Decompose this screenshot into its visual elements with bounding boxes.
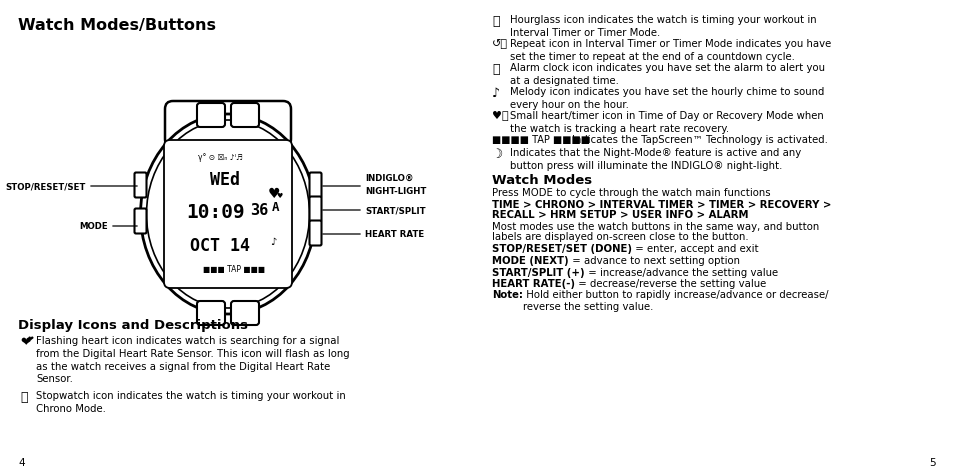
- Text: 4: 4: [18, 457, 25, 467]
- Text: ⧖: ⧖: [492, 15, 499, 28]
- Text: Hold either button to rapidly increase/advance or decrease/
reverse the setting : Hold either button to rapidly increase/a…: [522, 290, 827, 311]
- Text: OCT 14: OCT 14: [190, 237, 250, 255]
- Text: γ° ⊙ ☒ₙ ♪ᴵ♬: γ° ⊙ ☒ₙ ♪ᴵ♬: [198, 153, 243, 162]
- Text: Display Icons and Descriptions: Display Icons and Descriptions: [18, 318, 248, 331]
- Text: Indicates the TapScreen™ Technology is activated.: Indicates the TapScreen™ Technology is a…: [572, 135, 827, 145]
- Text: Small heart/timer icon in Time of Day or Recovery Mode when
the watch is trackin: Small heart/timer icon in Time of Day or…: [510, 111, 822, 134]
- Text: ❤: ❤: [28, 335, 34, 341]
- Text: ♥⏱: ♥⏱: [492, 111, 508, 121]
- Text: STOP/RESET/SET (DONE): STOP/RESET/SET (DONE): [492, 244, 631, 254]
- FancyBboxPatch shape: [309, 197, 321, 222]
- Text: Note:: Note:: [492, 290, 522, 300]
- Text: Watch Modes/Buttons: Watch Modes/Buttons: [18, 18, 215, 33]
- Text: HEART RATE: HEART RATE: [365, 230, 424, 239]
- Text: WEd: WEd: [210, 170, 240, 188]
- Text: Stopwatch icon indicates the watch is timing your workout in
Chrono Mode.: Stopwatch icon indicates the watch is ti…: [36, 390, 345, 413]
- Text: INDIGLO®: INDIGLO®: [365, 174, 414, 183]
- FancyBboxPatch shape: [134, 173, 147, 198]
- Ellipse shape: [147, 121, 309, 308]
- Text: = enter, accept and exit: = enter, accept and exit: [631, 244, 758, 254]
- Text: NIGHT-LIGHT: NIGHT-LIGHT: [365, 187, 426, 196]
- Text: Alarm clock icon indicates you have set the alarm to alert you
at a designated t: Alarm clock icon indicates you have set …: [510, 63, 824, 86]
- Text: ♥: ♥: [275, 193, 282, 198]
- Text: Melody icon indicates you have set the hourly chime to sound
every hour on the h: Melody icon indicates you have set the h…: [510, 87, 823, 109]
- Text: = advance to next setting option: = advance to next setting option: [568, 256, 739, 266]
- Text: = increase/advance the setting value: = increase/advance the setting value: [584, 267, 777, 277]
- Text: ■■■ TAP ■■■: ■■■ TAP ■■■: [203, 265, 265, 273]
- Text: ■■■■ TAP ■■■■: ■■■■ TAP ■■■■: [492, 135, 593, 145]
- Text: labels are displayed on-screen close to the button.: labels are displayed on-screen close to …: [492, 232, 748, 242]
- Text: Repeat icon in Interval Timer or Timer Mode indicates you have
set the timer to : Repeat icon in Interval Timer or Timer M…: [510, 39, 830, 62]
- FancyBboxPatch shape: [309, 221, 321, 246]
- Text: START/SPLIT (+): START/SPLIT (+): [492, 267, 584, 277]
- Text: ⧗: ⧗: [20, 390, 28, 403]
- Text: ⏰: ⏰: [492, 63, 499, 76]
- Text: 36: 36: [250, 203, 268, 218]
- Text: Indicates that the Night-Mode® feature is active and any
button press will illum: Indicates that the Night-Mode® feature i…: [510, 148, 801, 171]
- Text: RECALL > HRM SETUP > USER INFO > ALARM: RECALL > HRM SETUP > USER INFO > ALARM: [492, 209, 748, 219]
- Text: ♪: ♪: [270, 237, 276, 247]
- Text: Hourglass icon indicates the watch is timing your workout in
Interval Timer or T: Hourglass icon indicates the watch is ti…: [510, 15, 816, 38]
- FancyBboxPatch shape: [231, 301, 258, 325]
- Text: STOP/RESET/SET: STOP/RESET/SET: [6, 182, 86, 191]
- Text: HEART RATE(-): HEART RATE(-): [492, 278, 575, 288]
- Text: A: A: [272, 200, 279, 214]
- Text: Press MODE to cycle through the watch main functions: Press MODE to cycle through the watch ma…: [492, 188, 770, 198]
- Text: Most modes use the watch buttons in the same way, and button: Most modes use the watch buttons in the …: [492, 221, 819, 231]
- Text: ☽: ☽: [492, 148, 503, 161]
- FancyBboxPatch shape: [309, 173, 321, 198]
- FancyBboxPatch shape: [231, 104, 258, 128]
- Text: = decrease/reverse the setting value: = decrease/reverse the setting value: [575, 278, 765, 288]
- Text: ❤: ❤: [20, 335, 30, 348]
- Text: START/SPLIT: START/SPLIT: [365, 206, 425, 215]
- Ellipse shape: [140, 115, 315, 314]
- Text: Watch Modes: Watch Modes: [492, 174, 592, 187]
- Text: Flashing heart icon indicates watch is searching for a signal
from the Digital H: Flashing heart icon indicates watch is s…: [36, 335, 349, 384]
- FancyBboxPatch shape: [196, 301, 225, 325]
- Text: 10:09: 10:09: [186, 203, 245, 221]
- FancyBboxPatch shape: [164, 141, 292, 288]
- FancyBboxPatch shape: [165, 102, 291, 148]
- Text: MODE: MODE: [79, 222, 108, 231]
- Text: ↺⧖: ↺⧖: [492, 39, 507, 49]
- Text: ♪: ♪: [492, 87, 499, 100]
- FancyBboxPatch shape: [196, 104, 225, 128]
- Text: 5: 5: [928, 457, 935, 467]
- Text: ♥: ♥: [268, 187, 280, 200]
- Text: MODE (NEXT): MODE (NEXT): [492, 256, 568, 266]
- FancyBboxPatch shape: [134, 209, 147, 234]
- Text: TIME > CHRONO > INTERVAL TIMER > TIMER > RECOVERY >: TIME > CHRONO > INTERVAL TIMER > TIMER >…: [492, 199, 830, 209]
